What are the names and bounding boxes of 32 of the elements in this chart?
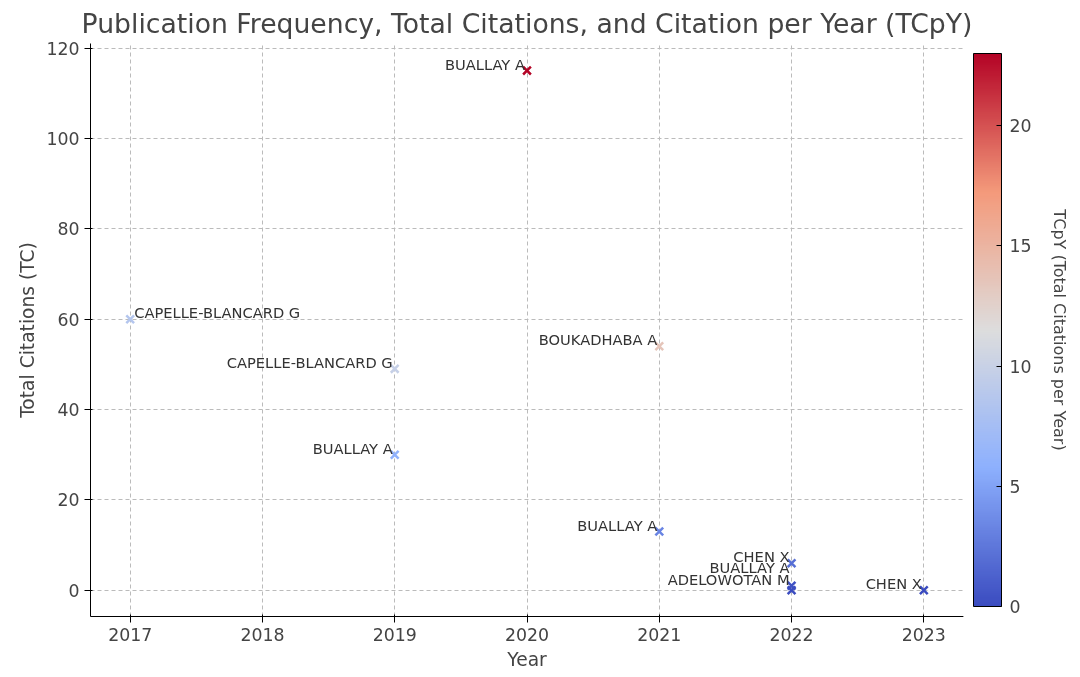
color-bar-label: 15 (1009, 236, 1032, 257)
y-tick-label: 40 (57, 400, 80, 421)
color-bar-title: TCpY (Total Citations per Year) (1049, 208, 1069, 451)
y-tick-label: 120 (46, 38, 80, 59)
annotation: BUALLAY A (312, 439, 393, 457)
point (786, 585, 797, 596)
annotation: CAPELLE-BLANCARD G (134, 304, 301, 322)
x-tick-label: 2023 (901, 624, 946, 645)
y-tick-label: 0 (68, 580, 80, 601)
x-tick-label: 2020 (504, 624, 550, 645)
color-bar-label: 5 (1009, 476, 1021, 497)
y-tick-label: 80 (57, 219, 80, 240)
x-tick-label: 2019 (372, 624, 417, 645)
x-tick-label: 2022 (769, 624, 814, 645)
chart-title: Publication Frequency, Total Citations, and Citation per Year (TCpY) (81, 7, 973, 39)
y-axis-title: Total Citations (TC) (17, 242, 39, 419)
y-tick-label: 20 (57, 490, 80, 511)
x-axis-title: Year (506, 648, 548, 670)
y-tick-label: 100 (46, 128, 80, 149)
color-bar-label: 0 (1009, 597, 1021, 617)
annotation: CAPELLE-BLANCARD G (226, 353, 393, 371)
annotation: BUALLAY A (445, 55, 526, 73)
point (125, 314, 136, 325)
annotation: BOUKADHABA A (538, 331, 658, 349)
x-tick-label: 2018 (240, 624, 285, 645)
y-tick-label: 60 (57, 309, 80, 330)
color-bar-label: 20 (1009, 116, 1032, 137)
x-tick-label: 2017 (108, 624, 153, 645)
x-tick-label: 2021 (637, 624, 682, 645)
color-bar-label: 10 (1009, 356, 1032, 377)
annotation: CHEN X (865, 575, 922, 593)
annotation: BUALLAY A (577, 516, 658, 534)
